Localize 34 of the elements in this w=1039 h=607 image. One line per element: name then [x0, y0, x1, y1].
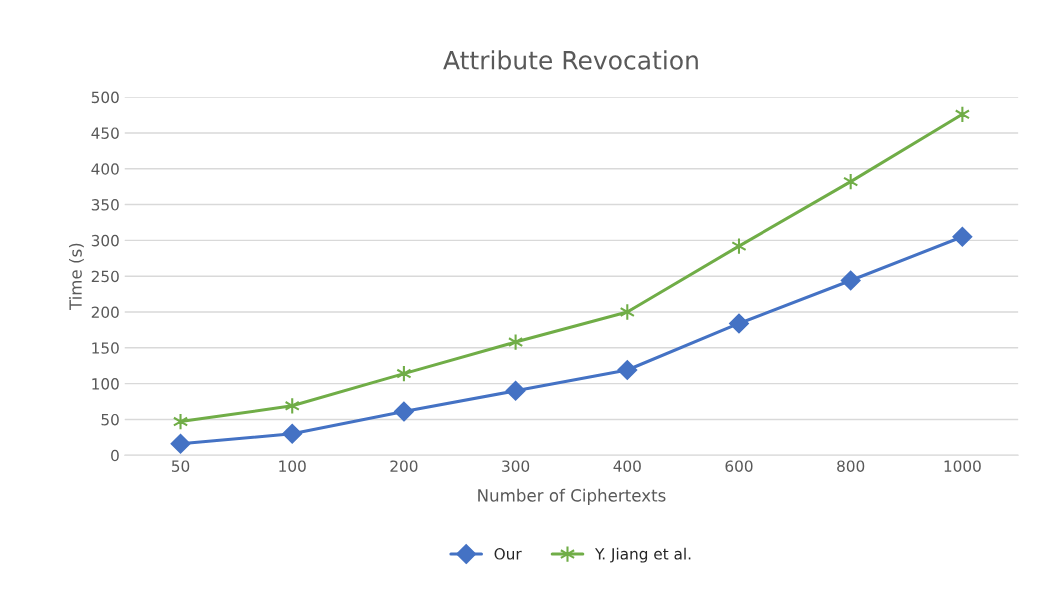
x-tick-label: 400 — [613, 460, 641, 472]
y-tick-label: 450 — [91, 127, 119, 139]
point — [172, 412, 189, 431]
y-tick-label: 100 — [92, 378, 119, 390]
x-tick-label: 600 — [725, 460, 753, 472]
point — [729, 313, 749, 334]
point — [282, 423, 303, 444]
y-tick-label: 300 — [91, 234, 119, 247]
point — [619, 303, 635, 321]
point — [952, 226, 973, 247]
x-axis-title: Number of Ciphertexts — [478, 488, 666, 505]
chart-title: Attribute Revocation — [443, 50, 698, 70]
point — [170, 433, 191, 454]
y-tick-label: 200 — [91, 306, 119, 319]
x-tick-label: 200 — [390, 460, 418, 472]
y-tick-label: 50 — [101, 413, 119, 426]
x-tick-label: 300 — [502, 460, 530, 472]
x-tick-label: 100 — [279, 460, 306, 472]
y-tick-label: 500 — [91, 91, 119, 104]
legend-label: Our — [494, 548, 522, 560]
point — [840, 270, 861, 291]
point — [505, 380, 526, 401]
x-tick-label: 800 — [837, 460, 865, 472]
y-axis-title: Time (s) — [68, 243, 84, 311]
y-tick-label: 250 — [91, 270, 119, 283]
x-tick-label: 50 — [171, 460, 190, 472]
x-tick-label: 1000 — [944, 460, 981, 472]
y-tick-label: 400 — [91, 163, 119, 175]
point — [394, 401, 414, 422]
y-tick-label: 350 — [91, 199, 119, 211]
y-tick-label: 0 — [111, 449, 119, 462]
point — [617, 360, 638, 380]
legend-label: Y. Jiang et al. — [594, 547, 691, 563]
y-tick-label: 150 — [92, 342, 119, 354]
